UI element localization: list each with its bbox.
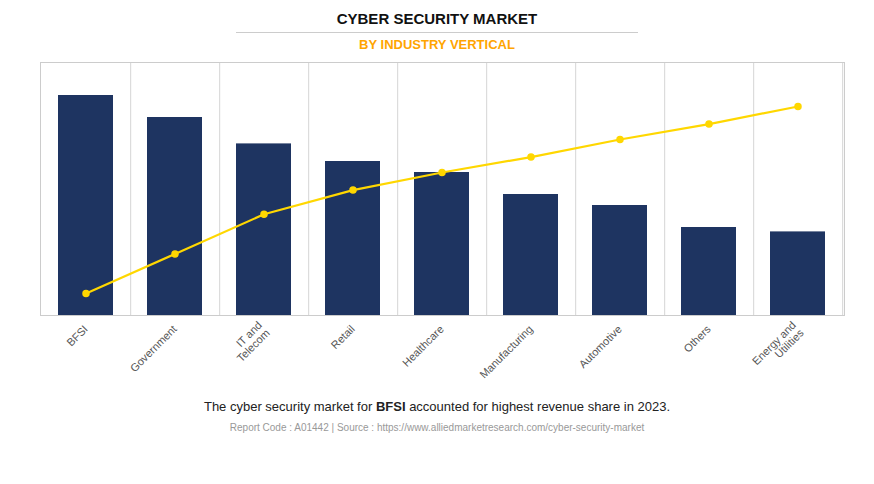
svg-text:IT andTelecom: IT andTelecom bbox=[227, 319, 272, 364]
svg-text:Healthcare: Healthcare bbox=[400, 323, 446, 369]
html-text:The cyber security market for: The cyber security market for BFSI accou… bbox=[204, 399, 670, 414]
svg-text:Manufacturing: Manufacturing bbox=[477, 323, 535, 381]
html-text:CYBER SECURITY MARKET: CYBER SECURITY MARKET bbox=[336, 10, 538, 27]
svg-text:Retail: Retail bbox=[329, 323, 357, 351]
svg-text:Energy andUtilities: Energy andUtilities bbox=[750, 319, 806, 375]
svg-text:Others: Others bbox=[681, 322, 713, 354]
svg-text:BFSI: BFSI bbox=[64, 323, 90, 349]
html-text:BY INDUSTRY VERTICAL: BY INDUSTRY VERTICAL bbox=[359, 37, 515, 52]
svg-text:Automotive: Automotive bbox=[577, 323, 624, 370]
html-text:Report Code : A01442 | Source: Report Code : A01442 | Source : https://… bbox=[229, 422, 645, 433]
svg-text:Government: Government bbox=[128, 323, 179, 374]
